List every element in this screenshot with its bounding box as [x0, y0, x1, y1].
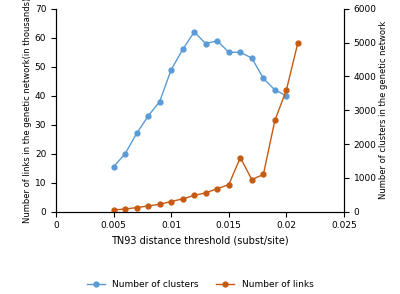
Line: Number of clusters: Number of clusters — [111, 30, 289, 169]
Number of clusters — [134, 132, 139, 135]
Number of links — [157, 203, 162, 206]
Number of links — [284, 88, 289, 92]
Number of links — [111, 208, 116, 212]
Number of clusters — [284, 94, 289, 98]
Number of clusters — [226, 51, 231, 54]
Number of links — [169, 200, 174, 203]
Number of clusters — [203, 42, 208, 45]
Number of links — [123, 207, 128, 211]
Number of links — [134, 206, 139, 209]
Number of clusters — [238, 51, 243, 54]
Number of clusters — [146, 114, 150, 118]
Y-axis label: Number of links in the genetic network(in thousands): Number of links in the genetic network(i… — [23, 0, 32, 223]
Number of links — [272, 118, 277, 122]
Line: Number of links: Number of links — [111, 40, 300, 213]
Number of clusters — [169, 68, 174, 71]
Number of clusters — [123, 152, 128, 156]
Number of links — [180, 197, 185, 201]
Number of clusters — [180, 48, 185, 51]
Number of links — [296, 41, 300, 44]
Number of links — [261, 173, 266, 176]
Y-axis label: Number of clusters in the genetic network: Number of clusters in the genetic networ… — [380, 21, 388, 199]
Number of links — [226, 183, 231, 186]
Legend: Number of clusters, Number of links: Number of clusters, Number of links — [83, 276, 317, 293]
Number of links — [146, 204, 150, 208]
Number of clusters — [192, 30, 197, 34]
Number of clusters — [111, 165, 116, 168]
Number of links — [250, 178, 254, 181]
Number of clusters — [272, 88, 277, 92]
Number of links — [215, 187, 220, 191]
Number of links — [192, 194, 197, 197]
Number of links — [203, 191, 208, 195]
Number of clusters — [250, 56, 254, 60]
Number of links — [238, 156, 243, 159]
Number of clusters — [157, 100, 162, 103]
Number of clusters — [261, 77, 266, 80]
Number of clusters — [215, 39, 220, 42]
X-axis label: TN93 distance threshold (subst/site): TN93 distance threshold (subst/site) — [111, 236, 289, 246]
